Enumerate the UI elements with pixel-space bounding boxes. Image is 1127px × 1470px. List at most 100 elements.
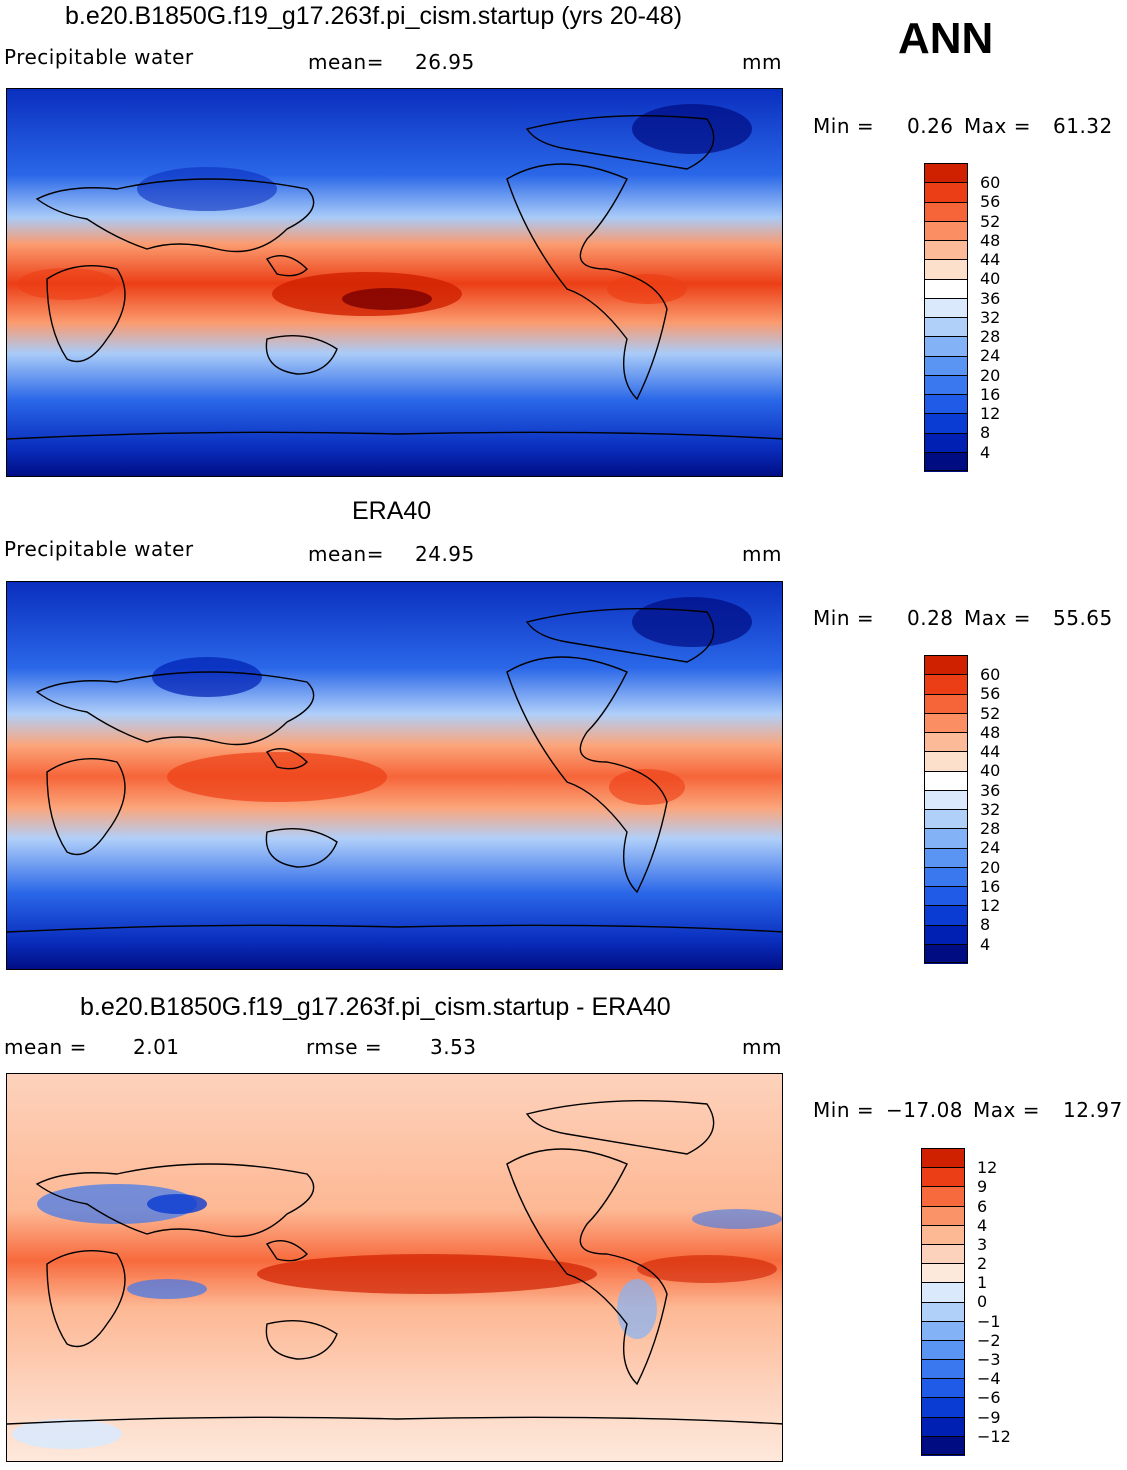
- colorbar-tick-label: 36: [980, 780, 1001, 800]
- panel2-units: mm: [742, 542, 782, 566]
- colorbar-tick-label: −3: [977, 1350, 1001, 1370]
- colorbar-swatch: [921, 1378, 965, 1398]
- colorbar-swatch: [924, 905, 968, 925]
- colorbar-tick-label: 1: [977, 1273, 988, 1293]
- colorbar-swatch: [924, 828, 968, 848]
- colorbar-swatch: [921, 1359, 965, 1379]
- panel2-max-label: Max =: [964, 606, 1031, 630]
- season-label: ANN: [898, 14, 994, 63]
- colorbar-tick-label: 40: [980, 269, 1001, 289]
- colorbar-swatch: [924, 751, 968, 771]
- colorbar-tick-label: 48: [980, 722, 1001, 742]
- colorbar-swatch: [924, 732, 968, 752]
- panel1-mean-value: 26.95: [415, 50, 475, 74]
- panel3-max-value: 12.97: [1063, 1098, 1123, 1122]
- colorbar-tick-label: 28: [980, 327, 1001, 347]
- colorbar-tick-label: 60: [980, 173, 1001, 193]
- colorbar-swatch: [921, 1416, 965, 1437]
- colorbar-swatch: [921, 1263, 965, 1283]
- colorbar-swatch: [924, 866, 968, 887]
- colorbar-tick-label: 56: [980, 684, 1001, 704]
- colorbar-frame: [924, 163, 968, 471]
- colorbar-tick-label: 32: [980, 799, 1001, 819]
- panel1-field-label: Precipitable water: [4, 45, 194, 69]
- colorbar-swatch: [924, 789, 968, 810]
- colorbar-swatch: [924, 770, 968, 791]
- colorbar-swatch: [924, 847, 968, 868]
- colorbar-tick-label: −6: [977, 1388, 1001, 1408]
- colorbar-swatch: [921, 1224, 965, 1245]
- colorbar-tick-label: 20: [980, 857, 1001, 877]
- colorbar-tick-label: 9: [977, 1177, 988, 1197]
- colorbar-swatch: [924, 655, 968, 675]
- colorbar-tick-label: 24: [980, 838, 1001, 858]
- colorbar-swatch: [921, 1167, 965, 1187]
- colorbar-swatch: [924, 374, 968, 395]
- colorbar-tick-label: 12: [980, 896, 1001, 916]
- colorbar-tick-label: 4: [980, 934, 991, 954]
- colorbar-tick-label: 16: [980, 876, 1001, 896]
- colorbar-tick-label: 28: [980, 819, 1001, 839]
- colorbar-frame: [921, 1148, 965, 1455]
- colorbar-tick-label: −12: [977, 1426, 1011, 1446]
- panel2-title: ERA40: [352, 497, 432, 525]
- colorbar-swatch: [924, 336, 968, 356]
- panel3-max-label: Max =: [973, 1098, 1040, 1122]
- colorbar-tick-label: 44: [980, 250, 1001, 270]
- panel3-min-label: Min =: [813, 1098, 875, 1122]
- colorbar-tick-label: 2: [977, 1254, 988, 1274]
- panel1-min-label: Min =: [813, 114, 875, 138]
- colorbar-swatch: [924, 240, 968, 260]
- panel3-mean-label: mean =: [4, 1035, 87, 1059]
- colorbar-tick-label: −2: [977, 1330, 1001, 1350]
- colorbar-tick-label: 56: [980, 192, 1001, 212]
- panel2-map: [6, 581, 783, 970]
- colorbar-tick-label: 6: [977, 1196, 988, 1216]
- colorbar-tick-label: 60: [980, 665, 1001, 685]
- colorbar-swatch: [921, 1435, 965, 1456]
- panel1-max-value: 61.32: [1053, 114, 1113, 138]
- panel2-mean-value: 24.95: [415, 542, 475, 566]
- colorbar-tick-label: 8: [980, 423, 991, 443]
- colorbar-tick-label: 8: [980, 915, 991, 935]
- colorbar-tick-label: 24: [980, 346, 1001, 366]
- panel3-units: mm: [742, 1035, 782, 1059]
- panel2-min-label: Min =: [813, 606, 875, 630]
- colorbar-swatch: [924, 451, 968, 472]
- colorbar-swatch: [924, 809, 968, 829]
- colorbar-frame: [924, 655, 968, 963]
- colorbar-tick-label: 52: [980, 211, 1001, 231]
- colorbar-tick-label: 32: [980, 307, 1001, 327]
- panel1-map: [6, 88, 783, 477]
- panel2-min-value: 0.28: [907, 606, 954, 630]
- colorbar-tick-label: 12: [980, 404, 1001, 424]
- panel2-max-value: 55.65: [1053, 606, 1113, 630]
- colorbar-tick-label: 16: [980, 384, 1001, 404]
- colorbar-swatch: [921, 1243, 965, 1264]
- colorbar-swatch: [924, 317, 968, 337]
- colorbar-swatch: [924, 413, 968, 433]
- colorbar-tick-label: −9: [977, 1407, 1001, 1427]
- colorbar-swatch: [921, 1205, 965, 1226]
- colorbar-swatch: [924, 943, 968, 964]
- panel3-map: [6, 1073, 783, 1462]
- colorbar-swatch: [921, 1148, 965, 1168]
- colorbar-tick-label: 3: [977, 1234, 988, 1254]
- colorbar-tick-label: 36: [980, 288, 1001, 308]
- panel3-mean-value: 2.01: [133, 1035, 180, 1059]
- colorbar-swatch: [924, 297, 968, 318]
- colorbar-swatch: [924, 924, 968, 945]
- panel1-mean-label: mean=: [308, 50, 384, 74]
- panel1-title: b.e20.B1850G.f19_g17.263f.pi_cism.startu…: [65, 2, 683, 30]
- colorbar-swatch: [924, 394, 968, 414]
- colorbar-tick-label: 4: [977, 1215, 988, 1235]
- colorbar-swatch: [921, 1282, 965, 1302]
- panel3-title: b.e20.B1850G.f19_g17.263f.pi_cism.startu…: [80, 993, 671, 1021]
- colorbar-tick-label: 44: [980, 742, 1001, 762]
- panel3-min-value: −17.08: [886, 1098, 964, 1122]
- colorbar-swatch: [924, 278, 968, 299]
- colorbar-swatch: [924, 355, 968, 376]
- colorbar-swatch: [924, 886, 968, 906]
- colorbar-tick-label: 0: [977, 1292, 988, 1312]
- colorbar-tick-label: 4: [980, 442, 991, 462]
